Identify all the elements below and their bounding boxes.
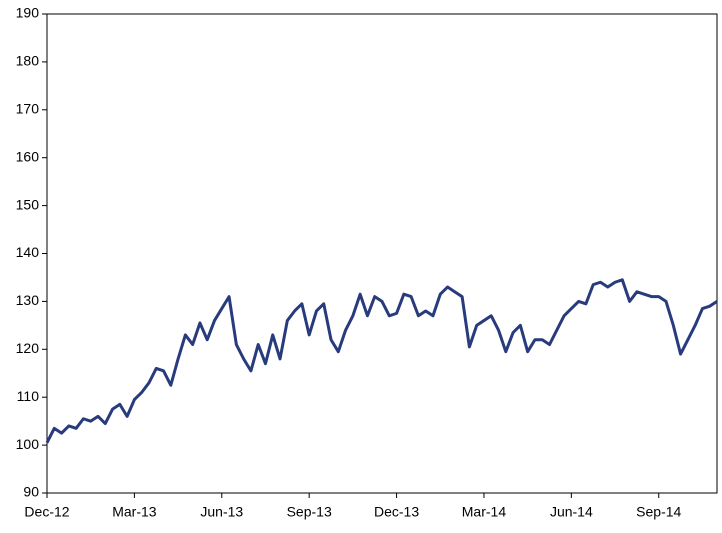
x-tick-label: Jun-14	[550, 504, 593, 520]
x-tick-label: Dec-13	[374, 504, 419, 520]
x-tick-label: Mar-14	[462, 504, 507, 520]
x-tick-label: Dec-12	[24, 504, 69, 520]
x-tick-label: Sep-13	[287, 504, 332, 520]
y-tick-label: 110	[17, 388, 40, 404]
y-tick-label: 100	[16, 436, 40, 452]
y-tick-label: 150	[16, 196, 40, 212]
y-tick-label: 180	[16, 53, 40, 69]
y-tick-label: 130	[16, 292, 40, 308]
plot-frame	[46, 13, 718, 494]
data-line	[45, 278, 718, 444]
y-tick-label: 90	[23, 484, 39, 500]
x-tick-label: Mar-13	[112, 504, 157, 520]
x-tick-label: Sep-14	[636, 504, 681, 520]
y-tick-label: 170	[16, 101, 40, 117]
y-tick-label: 140	[16, 244, 40, 260]
y-tick-label: 160	[16, 148, 40, 164]
x-tick-label: Jun-13	[200, 504, 243, 520]
y-tick-label: 120	[16, 340, 40, 356]
y-tick-label: 190	[16, 5, 40, 21]
